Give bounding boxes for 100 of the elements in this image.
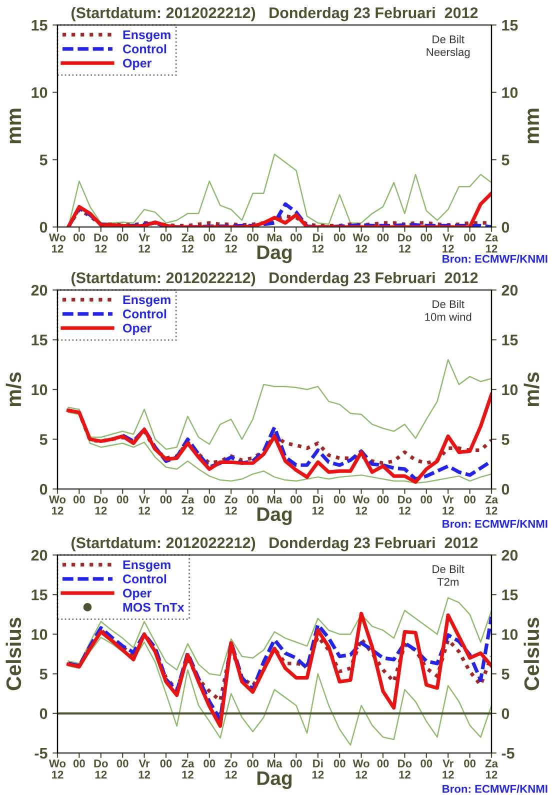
annotation: Neerslag <box>426 48 470 58</box>
x-tick-label: Do 12 <box>94 234 108 252</box>
y2-tick-label: 20 <box>502 284 518 296</box>
y2-tick-label: 10 <box>502 629 518 640</box>
x-tick-label: 00 <box>377 760 389 768</box>
y2-tick-label: 15 <box>502 20 518 31</box>
chart-title: (Startdatum: 2012022212) Donderdag 23 Februari 2012 <box>71 536 478 552</box>
text: Bron: ECMWF/KNMI <box>442 784 548 793</box>
x-tick-label: Zo 12 <box>224 234 238 252</box>
y-tick-label: 15 <box>32 20 48 31</box>
y-axis-title: mm <box>10 108 21 144</box>
legend-label: Oper <box>123 588 152 600</box>
x-tick-label: Di 12 <box>312 495 324 514</box>
x-tick-label: 00 <box>160 234 172 242</box>
x-tick-label: 00 <box>334 496 346 504</box>
line-series <box>66 192 492 227</box>
y2-tick-label: -5 <box>502 748 514 759</box>
x-tick-label: Do 12 <box>398 234 412 252</box>
y-tick-label: 5 <box>40 434 48 445</box>
x-tick-label: Ma <box>268 234 282 242</box>
x-tick-label: 00 <box>204 760 216 768</box>
x-tick-label: 00 <box>247 760 259 768</box>
y2-tick-label: 0 <box>502 484 510 495</box>
text: Bron: ECMWF/KNMI <box>442 254 548 263</box>
x-tick-label: Zo 12 <box>224 496 238 514</box>
legend-label: Ensgem <box>123 295 170 307</box>
y-tick-label: 10 <box>32 629 48 640</box>
y2-tick-label: 5 <box>502 668 510 680</box>
line-series <box>68 412 492 484</box>
line-series <box>68 154 492 227</box>
y-tick-label: 0 <box>40 222 48 233</box>
y-tick-label: 0 <box>40 708 48 720</box>
annotation: De Bilt <box>432 300 464 308</box>
x-tick-label: Vr 12 <box>442 496 454 514</box>
x-tick-label: 00 <box>464 760 476 768</box>
x-tick-label: 00 <box>334 760 346 768</box>
x-tick-label: Do 12 <box>398 760 412 778</box>
y2-axis-title: m/s <box>524 372 540 406</box>
x-tick-label: 00 <box>73 760 85 768</box>
x-tick-label: Wo 12 <box>48 234 66 252</box>
x-tick-label: Za 12 <box>182 234 194 252</box>
legend-label: Control <box>123 44 166 54</box>
legend-label: Oper <box>123 58 152 70</box>
x-tick-label: 00 <box>247 234 259 242</box>
x-tick-label: 00 <box>464 234 476 242</box>
x-tick-label: Do 12 <box>398 496 412 514</box>
legend-label: Ensgem <box>123 30 170 42</box>
x-axis-title: Dag <box>257 508 292 526</box>
annotation: MOS TnTx <box>123 602 184 612</box>
y-tick-label: 20 <box>31 550 48 561</box>
y2-tick-label: 10 <box>502 384 518 396</box>
legend-label: Control <box>123 309 166 318</box>
y-axis-title: m/s <box>6 372 22 406</box>
x-axis-title: Dag <box>257 246 292 264</box>
x-tick-label: 00 <box>204 234 216 242</box>
y-tick-label: 15 <box>32 334 48 346</box>
legend-label: Oper <box>123 324 152 336</box>
y2-tick-label: 0 <box>502 222 510 233</box>
x-tick-label: Di 12 <box>312 759 324 778</box>
x-tick-label: 00 <box>290 760 302 768</box>
y-tick-label: 5 <box>40 668 48 680</box>
y2-tick-label: 5 <box>502 154 510 166</box>
x-tick-label: Vr 12 <box>138 234 150 252</box>
x-tick-label: Wo 12 <box>48 496 66 514</box>
x-tick-label: 00 <box>464 496 476 504</box>
y2-tick-label: 15 <box>502 334 518 346</box>
y-tick-label: 10 <box>32 384 48 396</box>
text: Bron: ECMWF/KNMI <box>442 520 548 528</box>
x-tick-label: Wo 12 <box>48 760 66 778</box>
x-tick-label: 00 <box>290 496 302 504</box>
x-tick-label: 00 <box>73 496 85 504</box>
x-tick-label: Wo 12 <box>352 234 370 252</box>
x-tick-label: Ma <box>268 496 282 504</box>
y-axis-title: Celsius <box>6 618 22 690</box>
x-tick-label: Vr 12 <box>442 760 454 778</box>
y2-tick-label: 15 <box>502 590 518 600</box>
x-tick-label: 00 <box>247 496 259 504</box>
y-tick-label: 0 <box>40 484 48 495</box>
x-tick-label: Wo 12 <box>352 496 370 514</box>
x-tick-label: 00 <box>377 496 389 504</box>
annotation: De Bilt <box>432 564 464 574</box>
x-tick-label: Zo 12 <box>224 760 238 778</box>
chart-title: (Startdatum: 2012022212) Donderdag 23 Februari 2012 <box>71 6 478 22</box>
x-tick-label: Vr 12 <box>138 496 150 514</box>
x-axis-title: Dag <box>257 772 292 790</box>
x-tick-label: 00 <box>420 760 432 768</box>
y2-tick-label: 5 <box>502 434 510 445</box>
x-tick-label: 00 <box>116 234 128 242</box>
annotation: T2m <box>437 578 458 586</box>
y-tick-label: -5 <box>34 748 48 759</box>
x-tick-label: Wo 12 <box>352 760 370 778</box>
legend-label: Control <box>123 574 166 584</box>
x-tick-label: 00 <box>334 234 346 242</box>
x-tick-label: 00 <box>204 496 216 504</box>
x-tick-label: 00 <box>377 234 389 242</box>
x-tick-label: 00 <box>116 760 128 768</box>
x-tick-label: 00 <box>420 496 432 504</box>
x-tick-label: 00 <box>160 760 172 768</box>
x-tick-label: 00 <box>73 234 85 242</box>
y2-tick-label: 10 <box>502 87 518 98</box>
